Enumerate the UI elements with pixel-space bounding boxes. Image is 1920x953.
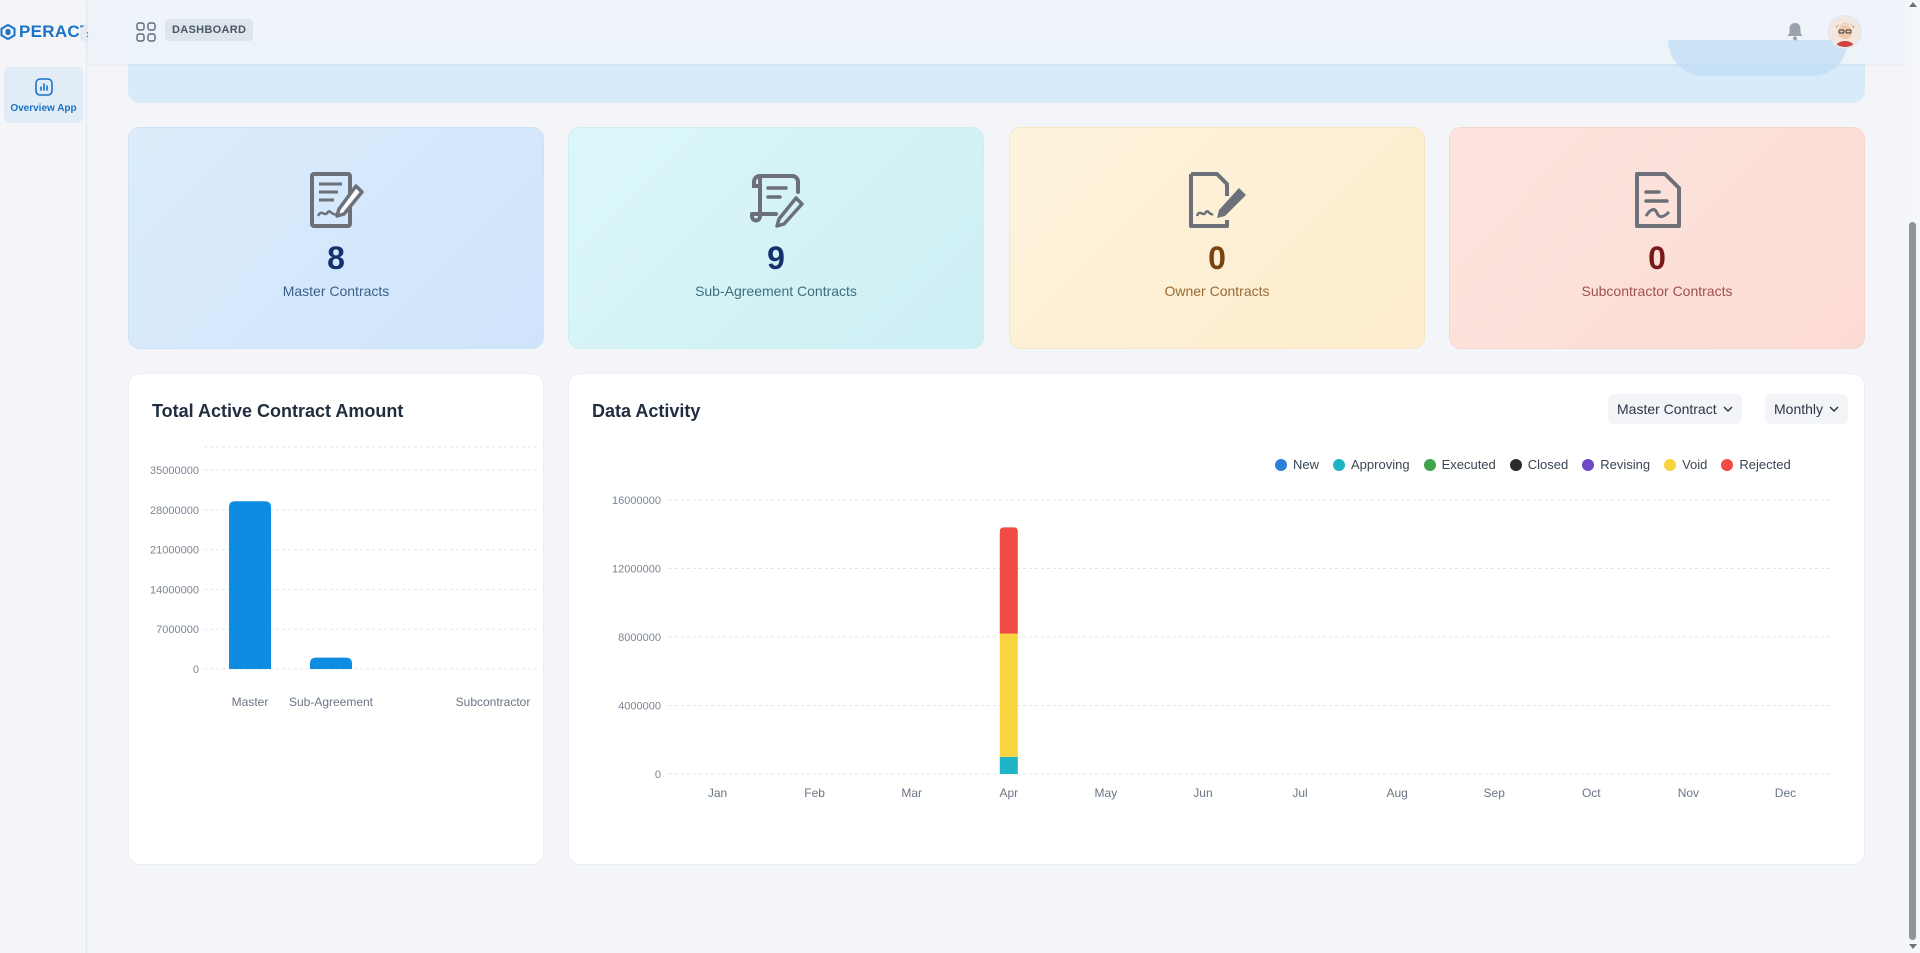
legend-item-approving[interactable]: Approving — [1333, 457, 1410, 472]
bar-segment-rejected — [999, 527, 1018, 634]
y-tick-label: 0 — [655, 769, 661, 781]
stat-card-owner-contracts[interactable]: 0 Owner Contracts — [1009, 127, 1425, 349]
chevron-down-icon — [1723, 406, 1733, 413]
legend-item-void[interactable]: Void — [1664, 457, 1707, 472]
stat-value: 9 — [767, 240, 785, 276]
x-tick-label: Subcontractor — [456, 695, 531, 709]
stat-value: 0 — [1648, 240, 1666, 276]
panel-title: Data Activity — [592, 401, 701, 421]
breadcrumb[interactable]: DASHBOARD — [165, 19, 254, 41]
x-tick-label: Master — [232, 695, 269, 709]
stat-label: Master Contracts — [282, 283, 390, 299]
stat-label: Owner Contracts — [1164, 283, 1270, 299]
total-active-contract-panel: Total Active Contract Amount 35000000 280… — [128, 373, 544, 865]
app-logo[interactable]: PERACT — [0, 22, 91, 42]
period-value: Monthly — [1774, 401, 1824, 417]
legend-item-revising[interactable]: Revising — [1582, 457, 1650, 472]
banner-illustration — [1668, 40, 1848, 76]
avatar-icon — [1830, 17, 1860, 47]
scroll-down-arrow-icon[interactable] — [1909, 944, 1917, 949]
stat-label: Subcontractor Contracts — [1581, 283, 1733, 299]
x-tick-label: Jun — [1193, 786, 1212, 800]
stat-label: Sub-Agreement Contracts — [695, 283, 857, 299]
y-tick-label: 21000000 — [150, 545, 199, 557]
scroll-up-arrow-icon[interactable] — [1909, 2, 1917, 7]
y-tick-label: 7000000 — [156, 624, 199, 636]
logo-icon — [0, 24, 16, 40]
legend-label: New — [1293, 457, 1320, 472]
x-tick-label: Sub-Agreement — [289, 695, 374, 709]
y-tick-label: 14000000 — [150, 584, 199, 596]
legend-swatch — [1721, 458, 1734, 471]
legend-label: Void — [1682, 457, 1708, 472]
document-icon — [1635, 172, 1681, 228]
panel-title: Total Active Contract Amount — [152, 401, 404, 421]
y-tick-label: 16000000 — [612, 495, 661, 507]
bar-segment-void — [999, 633, 1018, 757]
contract-type-value: Master Contract — [1617, 401, 1717, 417]
chevron-down-icon — [1829, 406, 1839, 413]
scroll-edit-icon — [750, 174, 804, 228]
user-avatar[interactable] — [1828, 15, 1862, 49]
y-tick-label: 28000000 — [150, 505, 199, 517]
stat-value: 8 — [327, 240, 345, 276]
document-sign-icon — [1189, 172, 1246, 228]
legend-item-closed[interactable]: Closed — [1509, 457, 1569, 472]
chart-legend: New Approving Executed Closed Revising Void Re… — [1275, 457, 1791, 472]
x-tick-label: May — [1095, 786, 1118, 800]
x-tick-label: Dec — [1775, 786, 1796, 800]
x-tick-label: Apr — [999, 786, 1018, 800]
y-tick-label: 8000000 — [618, 632, 661, 644]
x-tick-label: Oct — [1582, 786, 1601, 800]
x-tick-label: Nov — [1678, 786, 1699, 800]
legend-swatch — [1333, 458, 1346, 471]
y-tick-label: 0 — [193, 664, 199, 676]
contract-signature-icon — [310, 172, 364, 228]
bar-master — [229, 501, 271, 669]
legend-swatch — [1582, 458, 1595, 471]
legend-swatch — [1423, 458, 1436, 471]
x-tick-label: Aug — [1386, 786, 1407, 800]
y-tick-label: 35000000 — [150, 465, 199, 477]
topbar — [88, 0, 1905, 76]
bar-segment-approving — [999, 756, 1018, 774]
stat-card-subcontractor-contracts[interactable]: 0 Subcontractor Contracts — [1449, 127, 1865, 349]
y-tick-label: 4000000 — [618, 701, 661, 713]
bar-sub-agreement — [310, 657, 352, 669]
stat-card-master-contracts[interactable]: 8 Master Contracts — [128, 127, 544, 349]
sidebar-item-label: Overview App — [10, 102, 77, 114]
legend-label: Rejected — [1739, 457, 1791, 472]
contract-type-select[interactable]: Master Contract — [1608, 394, 1742, 424]
period-select[interactable]: Monthly — [1765, 394, 1849, 424]
logo-text: PERACT — [19, 22, 91, 41]
legend-item-executed[interactable]: Executed — [1423, 457, 1496, 472]
x-tick-label: Jan — [708, 786, 727, 800]
page-scrollbar[interactable] — [1905, 0, 1920, 953]
data-activity-panel: Data Activity Master Contract Monthly Ne… — [568, 373, 1865, 865]
x-tick-label: Mar — [901, 786, 922, 800]
bell-icon[interactable] — [1786, 21, 1804, 41]
x-tick-label: Jul — [1292, 786, 1307, 800]
chart-icon — [34, 77, 53, 96]
x-tick-label: Feb — [804, 786, 825, 800]
stat-value: 0 — [1208, 240, 1226, 276]
legend-swatch — [1664, 458, 1677, 471]
legend-swatch — [1509, 458, 1522, 471]
y-tick-label: 12000000 — [612, 564, 661, 576]
stat-card-sub-agreement-contracts[interactable]: 9 Sub-Agreement Contracts — [568, 127, 984, 349]
scroll-thumb[interactable] — [1909, 222, 1916, 940]
legend-item-new[interactable]: New — [1275, 457, 1319, 472]
sidebar-item-overview-app[interactable]: Overview App — [4, 67, 83, 123]
legend-label: Closed — [1527, 457, 1569, 472]
apps-grid-icon[interactable] — [136, 22, 156, 42]
legend-label: Approving — [1351, 457, 1410, 472]
legend-label: Executed — [1441, 457, 1496, 472]
legend-item-rejected[interactable]: Rejected — [1721, 457, 1791, 472]
legend-swatch — [1275, 458, 1287, 471]
legend-label: Revising — [1600, 457, 1651, 472]
total-contract-chart: 35000000 28000000 21000000 14000000 7000000 0… — [150, 446, 539, 709]
sidebar: PERACT › Overview App — [0, 0, 97, 953]
data-activity-chart: 16000000 12000000 8000000 4000000 0 Jan Feb Mar… — [612, 495, 1834, 800]
x-tick-label: Sep — [1484, 786, 1506, 800]
